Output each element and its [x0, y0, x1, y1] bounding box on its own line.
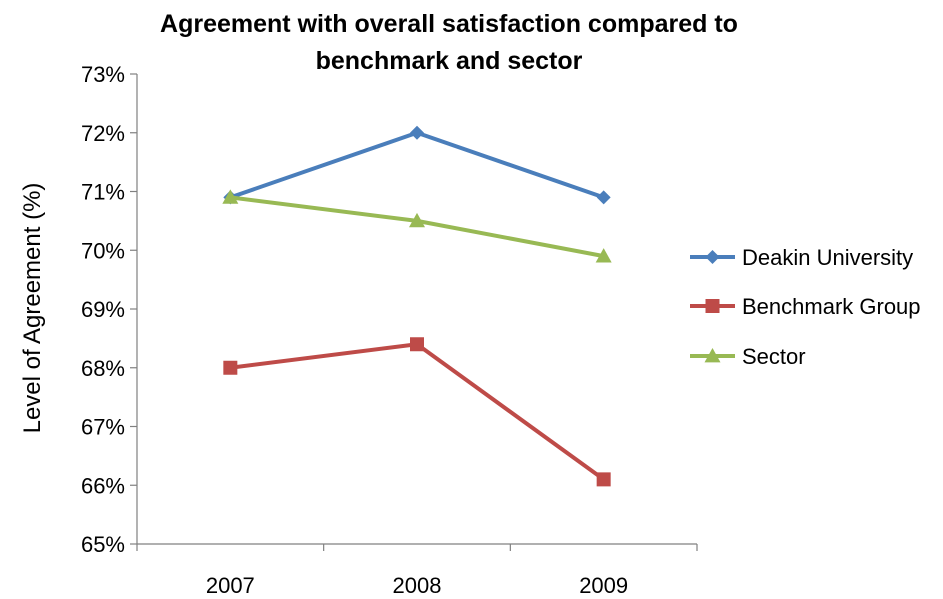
x-tick-label: 2007 — [206, 573, 255, 598]
data-point-deakin-university — [410, 125, 424, 140]
data-point-benchmark-group — [223, 360, 238, 375]
y-tick-label: 73% — [81, 62, 125, 87]
x-tick-labels: 2007 2008 2009 — [206, 573, 628, 598]
data-point-sector — [409, 212, 425, 228]
chart-title-line-2: benchmark and sector — [316, 47, 583, 75]
legend-label: Deakin University — [742, 245, 913, 270]
x-tick-label: 2008 — [393, 573, 442, 598]
legend-swatch-marker — [705, 299, 720, 313]
legend-swatch-marker — [705, 250, 720, 264]
data-point-sector — [595, 248, 612, 263]
y-tick-label: 72% — [81, 121, 125, 146]
legend-item-benchmark-group: Benchmark Group — [690, 294, 921, 319]
y-tick-label: 66% — [81, 473, 125, 498]
series-benchmark-group — [223, 337, 611, 487]
chart-title-line-1: Agreement with overall satisfaction comp… — [160, 10, 738, 38]
data-point-sector — [222, 189, 239, 204]
y-tick-label: 68% — [81, 356, 125, 381]
legend-item-sector: Sector — [690, 344, 806, 369]
data-point-benchmark-group — [596, 472, 611, 487]
legend-label: Sector — [742, 344, 806, 369]
y-tick-label: 70% — [81, 238, 125, 263]
data-point-deakin-university — [596, 190, 611, 205]
y-tick-label: 69% — [81, 297, 125, 322]
axes — [130, 73, 698, 551]
series-group — [222, 125, 612, 487]
y-axis-label: Level of Agreement (%) — [19, 183, 46, 434]
legend-item-deakin-university: Deakin University — [690, 245, 913, 270]
data-point-benchmark-group — [410, 337, 424, 352]
series-deakin-university — [223, 125, 611, 205]
series-line-benchmark-group — [230, 342, 605, 481]
x-tick-label: 2009 — [579, 573, 628, 598]
series-line-deakin-university — [229, 130, 605, 200]
legend: Deakin University Benchmark Group Sector — [690, 245, 921, 369]
legend-label: Benchmark Group — [742, 294, 921, 319]
y-tick-label: 65% — [81, 532, 125, 557]
legend-swatch-marker — [704, 348, 721, 363]
y-tick-label: 67% — [81, 415, 125, 440]
series-sector — [222, 189, 612, 263]
y-tick-label: 71% — [81, 180, 125, 205]
y-tick-labels: 65% 66% 67% 68% 69% 70% 71% 72% 73% — [81, 62, 125, 557]
